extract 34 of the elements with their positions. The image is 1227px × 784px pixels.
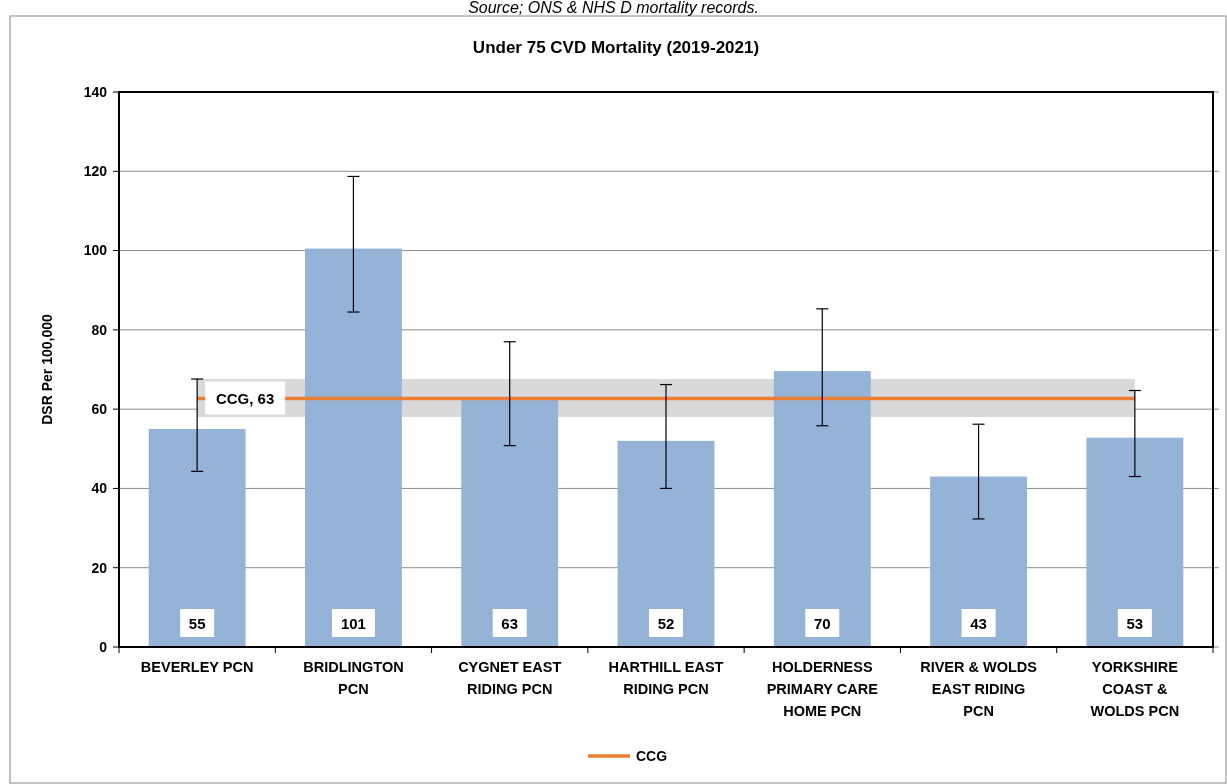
data-label: 53: [1126, 615, 1144, 632]
y-tick-label: 20: [91, 559, 108, 576]
bar: [617, 440, 715, 647]
y-tick-label: 40: [91, 480, 108, 497]
y-tick-label: 120: [83, 163, 108, 180]
data-label: 63: [501, 615, 519, 632]
bar: [461, 399, 559, 647]
data-label: 52: [657, 615, 675, 632]
x-tick-label: CYGNET EAST RIDING PCN: [458, 659, 562, 697]
bar: [148, 428, 246, 647]
chart-title: Under 75 CVD Mortality (2019-2021): [472, 38, 760, 57]
data-label: 43: [970, 615, 987, 632]
x-tick-label: BRIDLINGTON PCN: [303, 659, 404, 697]
data-label: 101: [340, 615, 366, 632]
y-tick-label: 60: [91, 401, 108, 418]
y-tick-label: 100: [83, 242, 108, 259]
x-tick-label: HARTHILL EAST RIDING PCN: [608, 659, 724, 697]
annotation: CCG, 63: [215, 389, 275, 407]
x-tick-label: RIVER & WOLDS EAST RIDING PCN: [920, 659, 1038, 719]
y-tick-label: 0: [99, 638, 108, 655]
x-tick-label: YORKSHIRE COAST & WOLDS PCN: [1090, 659, 1180, 719]
data-label: 70: [813, 615, 831, 632]
x-tick-label: HOLDERNESS PRIMARY CARE HOME PCN: [766, 659, 879, 719]
y-tick-label: 140: [83, 83, 108, 100]
y-axis-title: DSR Per 100,000: [39, 314, 55, 425]
bar: [304, 248, 402, 647]
x-tick-label: BEVERLEY PCN: [140, 659, 254, 675]
source-note: Source; ONS & NHS D mortality records.: [468, 0, 759, 16]
y-tick-label: 80: [91, 321, 108, 338]
bar: [773, 371, 871, 647]
bar: [930, 476, 1028, 647]
legend-label: CCG: [636, 747, 668, 764]
data-label: 55: [188, 615, 206, 632]
bar: [1086, 437, 1184, 647]
